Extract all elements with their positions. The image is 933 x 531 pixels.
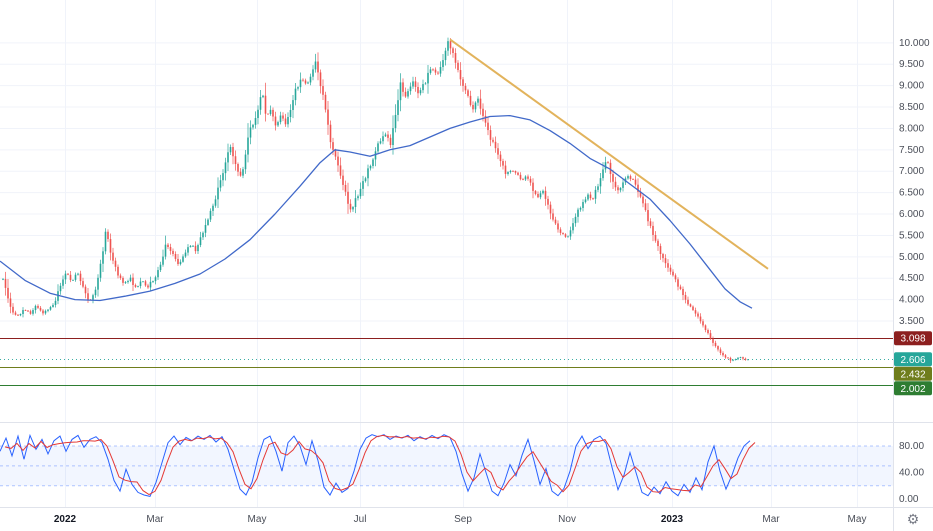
price-axis[interactable]: 10.000 9.500 9.000 8.500 8.000 7.500 7.000 6.50… xyxy=(899,38,930,505)
indicator-axis-label: 0.00 xyxy=(899,494,919,505)
price-axis-label: 8.000 xyxy=(899,123,924,134)
price-badge-label: 2.002 xyxy=(900,384,925,395)
price-axis-label: 9.000 xyxy=(899,81,924,92)
price-badge-label: 3.098 xyxy=(900,334,925,345)
price-axis-drag-area[interactable] xyxy=(893,0,933,507)
indicator-pane[interactable] xyxy=(0,422,893,507)
price-badge xyxy=(894,331,932,346)
time-axis-label: Jul xyxy=(354,514,367,525)
price-axis-label: 4.500 xyxy=(899,273,924,284)
time-axis-label: 2023 xyxy=(661,514,684,525)
price-axis-label: 4.000 xyxy=(899,295,924,306)
price-axis-label: 8.500 xyxy=(899,102,924,113)
price-axis-label: 9.500 xyxy=(899,59,924,70)
time-axis-drag-area[interactable] xyxy=(0,507,893,531)
stochastic-band xyxy=(0,446,893,486)
time-axis[interactable]: 2022 Mar May Jul Sep Nov 2023 Mar May xyxy=(54,514,867,525)
trendline[interactable] xyxy=(449,38,769,270)
price-badge xyxy=(894,381,932,396)
time-axis-label: Mar xyxy=(762,514,780,525)
price-badge-label: 2.432 xyxy=(900,369,925,380)
price-axis-label: 6.500 xyxy=(899,188,924,199)
candlesticks xyxy=(2,37,749,363)
time-axis-label: Mar xyxy=(146,514,164,525)
time-axis-label: Nov xyxy=(558,514,576,525)
price-badge xyxy=(894,366,932,381)
price-axis-label: 6.000 xyxy=(899,209,924,220)
price-badge xyxy=(894,352,932,367)
indicator-axis-label: 80.00 xyxy=(899,441,924,452)
stochastic-k-line xyxy=(0,433,751,497)
settings-button[interactable]: ⚙ xyxy=(906,510,920,527)
moving-average-line[interactable] xyxy=(0,114,753,309)
price-pane[interactable] xyxy=(0,0,893,422)
price-axis-label: 3.500 xyxy=(899,316,924,327)
time-axis-label: May xyxy=(248,514,267,525)
price-axis-label: 7.500 xyxy=(899,145,924,156)
price-level-badges: 3.098 2.606 2.432 2.002 xyxy=(894,331,932,396)
price-badge-label: 2.606 xyxy=(900,355,925,366)
time-axis-label: Sep xyxy=(454,514,472,525)
indicator-axis-label: 40.00 xyxy=(899,468,924,479)
price-axis-label: 5.000 xyxy=(899,252,924,263)
stochastic-pane-graphics xyxy=(0,433,893,497)
price-axis-label: 7.000 xyxy=(899,166,924,177)
time-axis-label: May xyxy=(848,514,867,525)
price-axis-label: 5.500 xyxy=(899,230,924,241)
time-axis-label: 2022 xyxy=(54,514,77,525)
stochastic-d-line xyxy=(4,434,756,496)
price-level-lines xyxy=(0,338,893,386)
price-axis-label: 10.000 xyxy=(899,38,930,49)
